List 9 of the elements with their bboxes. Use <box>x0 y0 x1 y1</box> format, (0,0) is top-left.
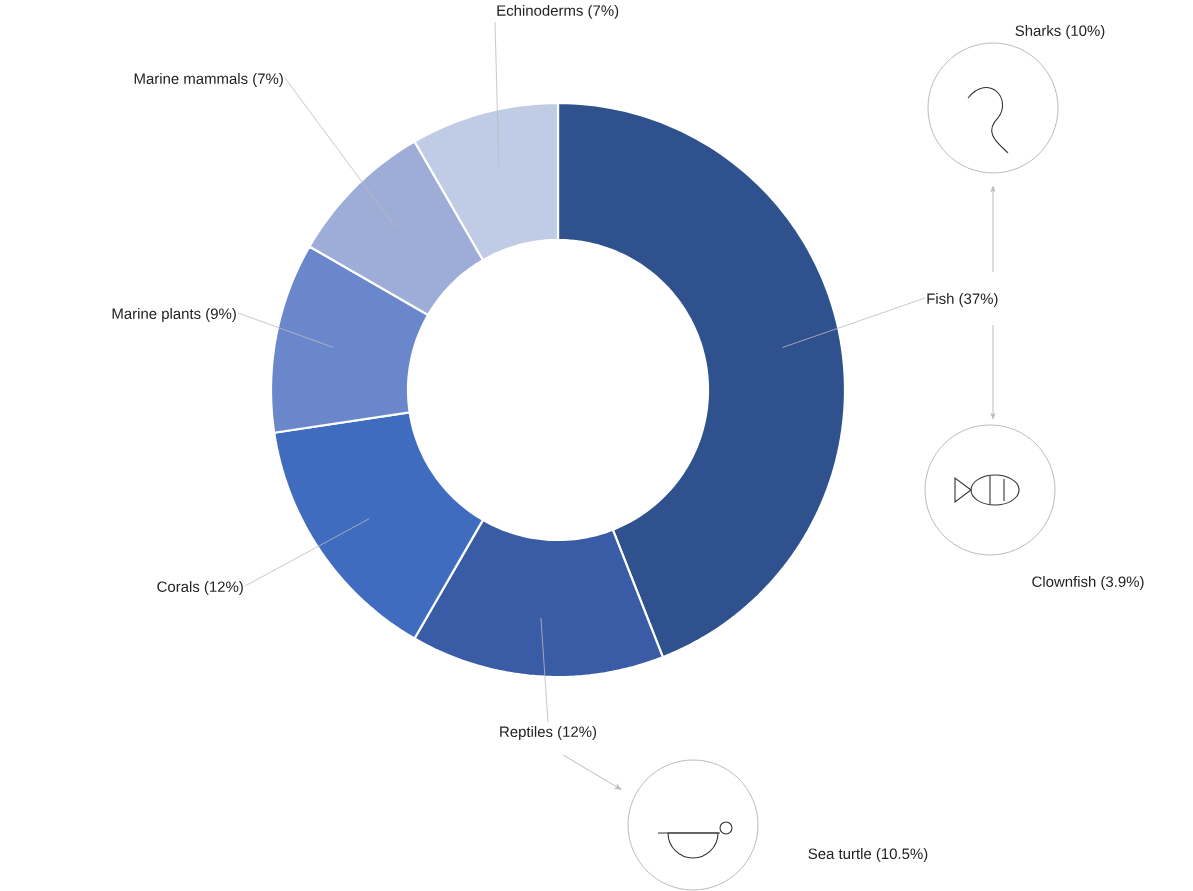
slice-label: Marine plants (9%) <box>112 308 236 322</box>
slice-label: Corals (12%) <box>157 581 243 595</box>
slice-label: Fish (37%) <box>927 293 998 307</box>
slice-label: Marine mammals (7%) <box>134 73 283 87</box>
text: Sea turtle (10.5%) <box>808 848 928 862</box>
slice-label: Reptiles (12%) <box>500 726 597 740</box>
text: Clownfish (3.9%) <box>1032 576 1144 590</box>
text: Sharks (10%) <box>1015 25 1105 39</box>
slice-label: Echinoderms (7%) <box>497 4 619 19</box>
